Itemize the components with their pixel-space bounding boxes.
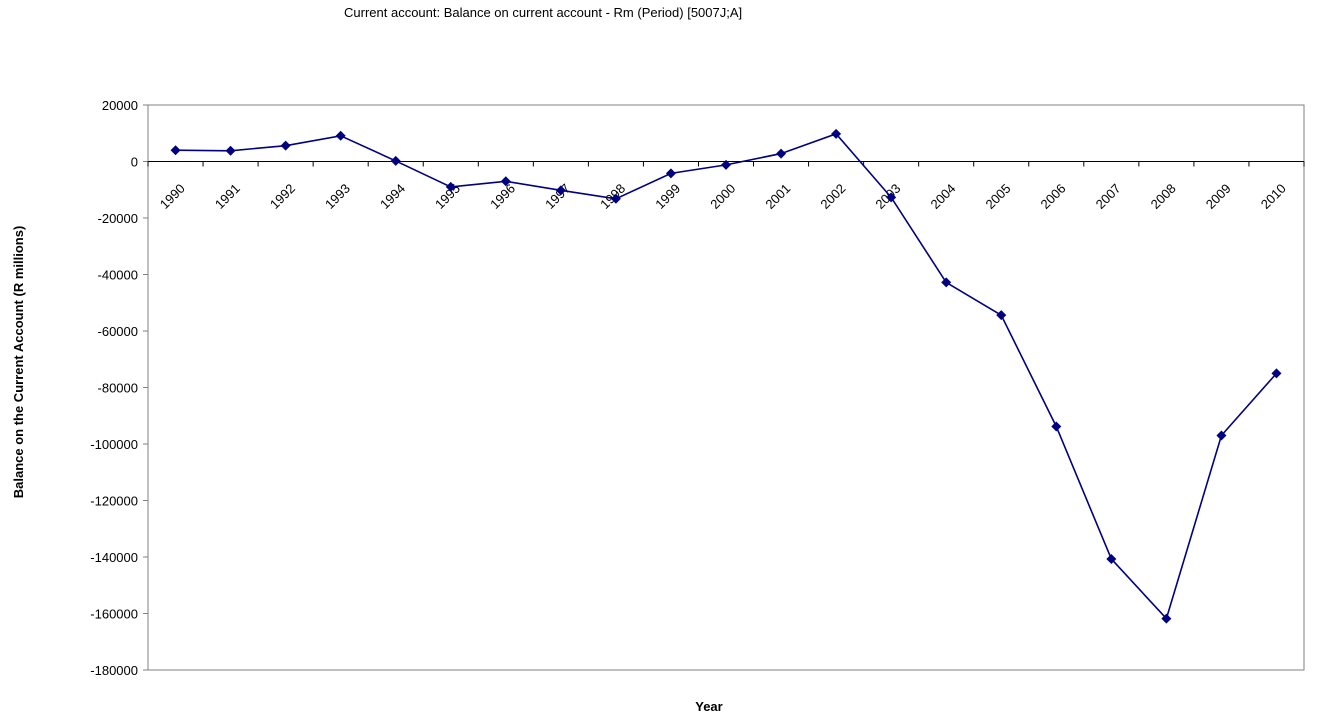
- x-tick-label: 2008: [1148, 181, 1179, 212]
- data-point-marker: [225, 145, 236, 156]
- data-point-marker: [941, 277, 952, 288]
- data-point-marker: [335, 130, 346, 141]
- x-tick-label: 2006: [1038, 181, 1069, 212]
- data-point-marker: [170, 145, 181, 156]
- y-tick-label: -20000: [98, 211, 138, 226]
- x-tick-label: 2004: [927, 181, 958, 212]
- data-point-marker: [610, 193, 621, 204]
- x-tick-label: 2010: [1258, 181, 1289, 212]
- data-point-marker: [886, 192, 897, 203]
- data-point-marker: [1161, 613, 1172, 624]
- x-tick-label: 1996: [487, 181, 518, 212]
- x-tick-label: 1993: [322, 181, 353, 212]
- data-point-marker: [390, 155, 401, 166]
- data-point-marker: [776, 148, 787, 159]
- x-tick-label: 2009: [1203, 181, 1234, 212]
- y-axis: 20000 0 -20000 -40000 -60000 -80000 -100000 -12…: [90, 98, 148, 678]
- y-tick-label: -60000: [98, 324, 138, 339]
- data-point-marker: [831, 128, 842, 139]
- x-tick-label: 2007: [1093, 181, 1124, 212]
- data-point-marker: [280, 140, 291, 151]
- x-tick-label: 1997: [542, 181, 573, 212]
- y-tick-label: -100000: [90, 437, 138, 452]
- x-tick-label: 1992: [267, 181, 298, 212]
- chart-title: Current account: Balance on current acco…: [344, 5, 742, 20]
- data-point-marker: [1271, 368, 1282, 379]
- x-tick-label: 2000: [707, 181, 738, 212]
- y-axis-title: Balance on the Current Account (R millio…: [11, 226, 26, 499]
- x-tick-label: 1999: [652, 181, 683, 212]
- data-point-marker: [721, 159, 731, 170]
- y-tick-label: -140000: [90, 550, 138, 565]
- x-tick-label: 1990: [157, 181, 188, 212]
- data-point-marker: [996, 310, 1007, 321]
- data-point-marker: [1216, 430, 1227, 441]
- y-tick-label: -120000: [90, 494, 138, 509]
- y-tick-label: 0: [131, 155, 138, 170]
- y-tick-label: -40000: [98, 268, 138, 283]
- x-tick-label: 2002: [817, 181, 848, 212]
- x-tick-label: 2005: [983, 181, 1014, 212]
- x-tick-label: 1994: [377, 181, 408, 212]
- x-axis-title: Year: [695, 699, 722, 714]
- data-point-marker: [1106, 553, 1117, 564]
- x-tick-label: 2001: [762, 181, 793, 212]
- data-point-marker: [445, 181, 456, 192]
- data-point-marker: [500, 176, 511, 187]
- y-tick-label: -80000: [98, 381, 138, 396]
- series-balance: [170, 128, 1282, 624]
- series-line: [175, 132, 1278, 621]
- x-tick-label: 1991: [212, 181, 243, 212]
- data-point-marker: [665, 168, 676, 179]
- data-point-marker: [555, 185, 566, 196]
- y-tick-label: 20000: [102, 98, 138, 113]
- data-point-marker: [1051, 421, 1062, 432]
- y-tick-label: -180000: [90, 663, 138, 678]
- y-tick-label: -160000: [90, 607, 138, 622]
